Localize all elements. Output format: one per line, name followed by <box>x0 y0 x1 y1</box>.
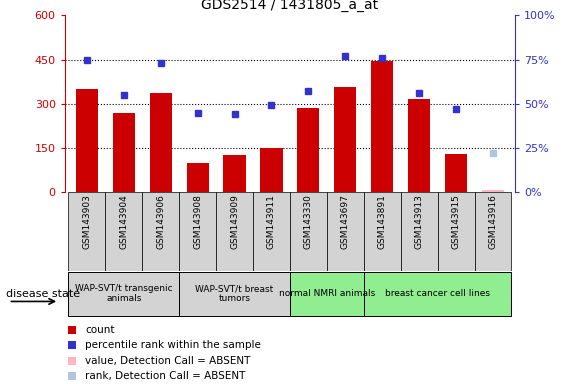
Bar <box>445 154 467 192</box>
Text: GSM143916: GSM143916 <box>489 194 498 249</box>
Bar <box>401 192 437 271</box>
Text: GSM143906: GSM143906 <box>156 194 165 249</box>
Text: GSM143891: GSM143891 <box>378 194 387 249</box>
Bar <box>437 192 475 271</box>
Text: disease state: disease state <box>6 289 80 299</box>
Text: WAP-SVT/t breast
tumors: WAP-SVT/t breast tumors <box>195 284 274 303</box>
Text: GSM143913: GSM143913 <box>415 194 424 249</box>
Bar <box>113 113 135 192</box>
Bar <box>261 148 283 192</box>
Bar <box>364 271 511 316</box>
Bar <box>364 192 401 271</box>
Bar <box>76 89 98 192</box>
Text: GSM143909: GSM143909 <box>230 194 239 249</box>
Text: count: count <box>85 324 114 334</box>
Bar <box>186 162 209 192</box>
Bar <box>179 271 290 316</box>
Title: GDS2514 / 1431805_a_at: GDS2514 / 1431805_a_at <box>202 0 378 12</box>
Bar <box>334 88 356 192</box>
Bar <box>253 192 290 271</box>
Bar <box>297 108 319 192</box>
Text: value, Detection Call = ABSENT: value, Detection Call = ABSENT <box>85 356 251 366</box>
Bar <box>475 192 511 271</box>
Bar <box>142 192 179 271</box>
Text: GSM143697: GSM143697 <box>341 194 350 249</box>
Text: percentile rank within the sample: percentile rank within the sample <box>85 340 261 350</box>
Bar <box>224 155 245 192</box>
Text: GSM143915: GSM143915 <box>452 194 461 249</box>
Bar <box>179 192 216 271</box>
Bar <box>150 93 172 192</box>
Text: breast cancer cell lines: breast cancer cell lines <box>385 289 490 298</box>
Text: normal NMRI animals: normal NMRI animals <box>279 289 375 298</box>
Text: rank, Detection Call = ABSENT: rank, Detection Call = ABSENT <box>85 371 245 381</box>
Text: WAP-SVT/t transgenic
animals: WAP-SVT/t transgenic animals <box>75 284 173 303</box>
Text: GSM143904: GSM143904 <box>119 194 128 249</box>
Bar <box>290 271 364 316</box>
Text: GSM143908: GSM143908 <box>193 194 202 249</box>
Bar <box>69 192 105 271</box>
Bar <box>327 192 364 271</box>
Bar <box>290 192 327 271</box>
Bar <box>105 192 142 271</box>
Bar <box>371 61 394 192</box>
Text: GSM143911: GSM143911 <box>267 194 276 249</box>
Text: GSM143330: GSM143330 <box>304 194 313 249</box>
Bar <box>482 190 504 192</box>
Text: GSM143903: GSM143903 <box>82 194 91 249</box>
Bar <box>216 192 253 271</box>
Bar <box>69 271 179 316</box>
Bar <box>408 99 430 192</box>
